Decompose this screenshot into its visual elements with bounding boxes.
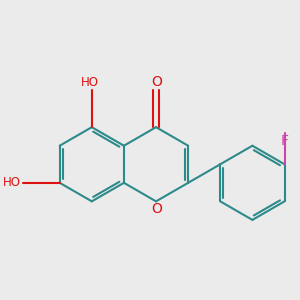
Text: HO: HO	[81, 76, 99, 88]
Text: O: O	[151, 75, 162, 89]
Text: O: O	[151, 202, 162, 216]
Text: F: F	[281, 134, 289, 148]
Text: HO: HO	[3, 176, 21, 189]
